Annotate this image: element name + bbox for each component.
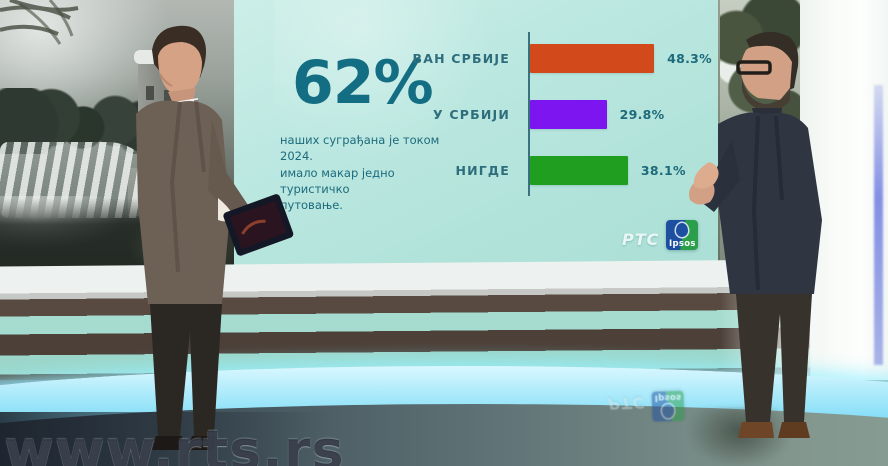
- ipsos-balloon-icon: [676, 223, 689, 237]
- rts-watermark: www.rts.rs: [4, 419, 345, 466]
- bar-chart: ВАН СРБИЈЕ 48.3% У СРБИЈИ 29.8% НИГДЕ 38.1%: [234, 0, 720, 266]
- guest-right-person: [688, 30, 840, 464]
- chart-bar: [530, 44, 655, 73]
- chart-category-label: У СРБИЈИ: [432, 107, 510, 122]
- chart-bar: [530, 100, 607, 129]
- chart-row: У СРБИЈИ 29.8%: [234, 100, 664, 129]
- screen-logos: РТС Ipsos: [622, 220, 699, 250]
- chart-category-label: НИГДЕ: [455, 163, 510, 178]
- ipsos-logo: Ipsos: [666, 220, 699, 250]
- presenter-left-person: [100, 22, 296, 460]
- chart-value-label: 38.1%: [640, 163, 686, 178]
- headline-description: наших суграђана је током 2024. имало мак…: [280, 133, 440, 213]
- ipsos-logo-reflection: Ipsos: [651, 390, 685, 422]
- headline-percentage: 62%: [292, 48, 434, 118]
- screen-glare: [274, 0, 494, 160]
- tree-branches: [0, 0, 79, 45]
- presentation-screen: 62% наших суграђана је током 2024. имало…: [234, 0, 720, 266]
- chart-bar: [530, 156, 628, 185]
- chart-row: НИГДЕ 38.1%: [234, 156, 686, 185]
- floor-logo-reflection: РТС Ipsos: [607, 390, 685, 424]
- chart-axis-line: [528, 32, 530, 196]
- rts-logo: РТС: [622, 229, 660, 249]
- chart-value-label: 29.8%: [619, 107, 665, 122]
- blue-light-strip: [874, 85, 883, 365]
- chart-row: ВАН СРБИЈЕ 48.3%: [234, 44, 712, 73]
- rts-logo-reflection: РТС: [607, 393, 646, 414]
- chart-category-label: ВАН СРБИЈЕ: [412, 51, 510, 66]
- chart-value-label: 48.3%: [667, 51, 712, 66]
